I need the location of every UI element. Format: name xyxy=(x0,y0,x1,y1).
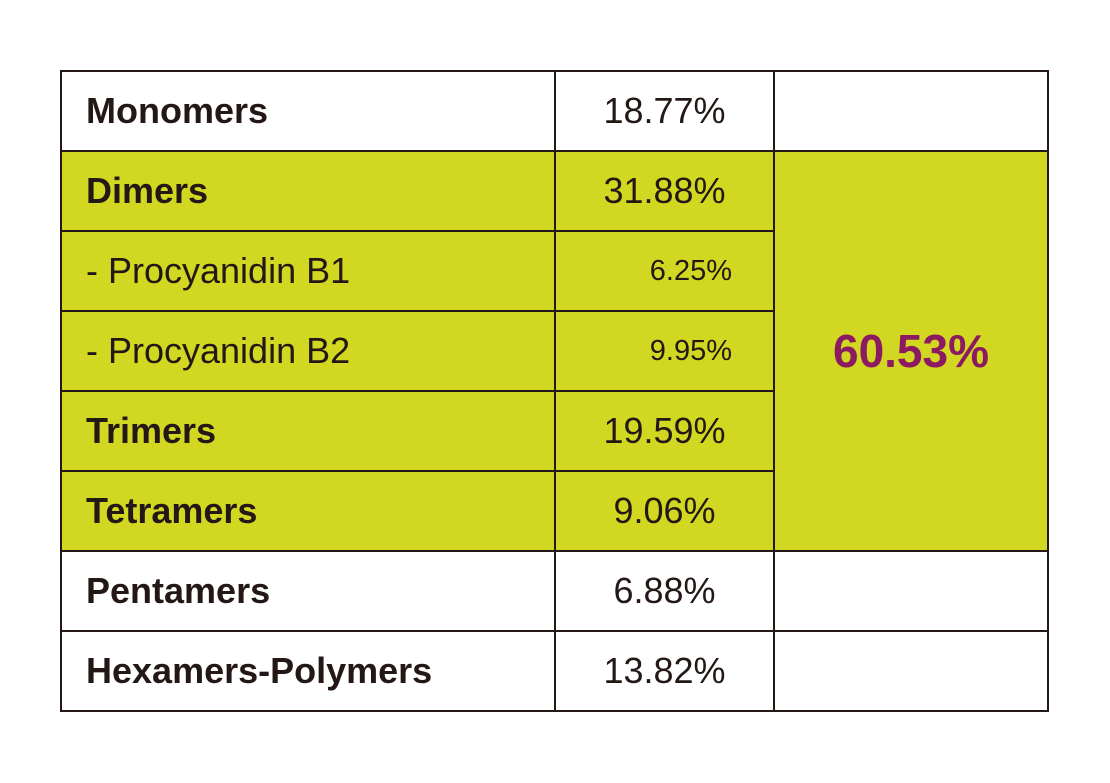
row-label-dimers: Dimers xyxy=(86,170,209,211)
row-value-dimers: 31.88% xyxy=(603,170,726,211)
row-label-hexamers-polymers: Hexamers-Polymers xyxy=(86,650,433,691)
row-label-procyanidin-b2: - Procyanidin B2 xyxy=(86,330,351,371)
row-divider xyxy=(61,310,774,312)
row-label-tetramers: Tetramers xyxy=(86,490,258,531)
row-value-trimers: 19.59% xyxy=(603,410,726,451)
row-divider xyxy=(61,150,1049,152)
row-label-procyanidin-b1: - Procyanidin B1 xyxy=(86,250,351,291)
row-value-tetramers: 9.06% xyxy=(613,490,716,531)
highlight-total: 60.53% xyxy=(832,325,989,377)
row-label-pentamers: Pentamers xyxy=(86,570,271,611)
row-value-hexamers-polymers: 13.82% xyxy=(603,650,726,691)
row-divider xyxy=(61,630,1049,632)
row-value-pentamers: 6.88% xyxy=(613,570,716,611)
row-label-trimers: Trimers xyxy=(86,410,217,451)
border-right xyxy=(1047,70,1049,712)
row-divider xyxy=(61,550,1049,552)
border-left xyxy=(60,70,62,712)
row-label-monomers: Monomers xyxy=(86,90,269,131)
row-divider xyxy=(61,390,774,392)
row-value-procyanidin-b2: 9.95% xyxy=(649,334,732,367)
row-value-procyanidin-b1: 6.25% xyxy=(649,254,732,287)
row-value-monomers: 18.77% xyxy=(603,90,726,131)
row-divider xyxy=(61,230,774,232)
row-divider xyxy=(61,470,774,472)
